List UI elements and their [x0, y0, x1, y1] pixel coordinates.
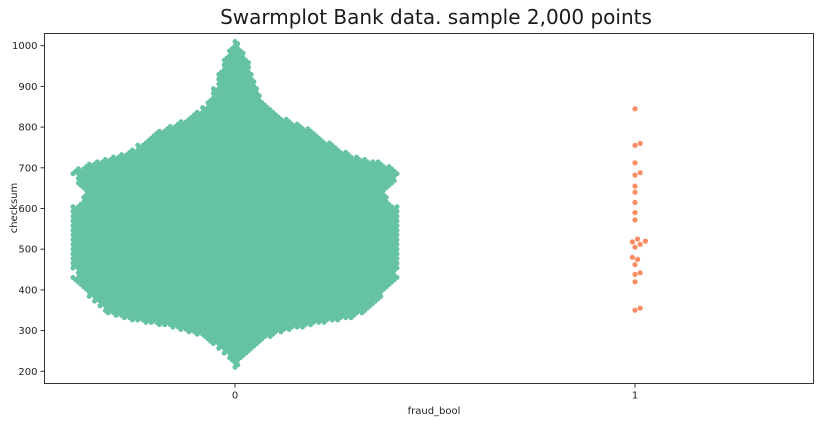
data-point [642, 238, 649, 244]
y-axis: 200 300 400 500 600 700 800 900 1000 [12, 41, 45, 378]
data-point [637, 241, 643, 247]
data-point [294, 121, 300, 127]
data-point [394, 204, 400, 210]
data-point [635, 256, 641, 262]
y-tick-label: 600 [18, 204, 37, 215]
y-axis-label: checksum [9, 183, 20, 234]
y-tick-label: 200 [18, 367, 37, 378]
data-point [632, 217, 638, 223]
data-point [135, 142, 141, 148]
data-point [194, 109, 200, 115]
data-point [375, 159, 381, 165]
data-point [167, 124, 173, 129]
y-tick-label: 500 [18, 245, 37, 256]
swarm-fraud-0 [70, 39, 400, 370]
data-point [210, 86, 216, 92]
data-point [156, 128, 162, 134]
data-point [200, 105, 206, 111]
swarm-fraud-1 [629, 106, 649, 313]
data-point [632, 307, 638, 313]
x-axis-label: fraud_bool [408, 406, 461, 417]
data-point [111, 154, 116, 160]
data-point [354, 154, 359, 160]
data-point [86, 161, 92, 167]
data-point [305, 126, 311, 132]
data-point [129, 147, 135, 153]
x-tick-label: 1 [632, 391, 638, 402]
data-point [232, 39, 238, 44]
y-tick-label: 900 [18, 82, 37, 93]
data-point [119, 152, 125, 158]
data-point [637, 305, 643, 311]
data-point [632, 279, 638, 285]
y-tick-label: 1000 [12, 41, 37, 52]
data-point [70, 204, 76, 210]
y-tick-label: 300 [18, 326, 37, 337]
data-point [75, 166, 81, 172]
data-point [386, 164, 392, 170]
data-point [629, 254, 636, 260]
chart-title: Swarmplot Bank data. sample 2,000 points [220, 5, 652, 29]
data-point [283, 116, 289, 122]
data-point [637, 270, 643, 276]
y-tick-label: 400 [18, 285, 37, 296]
data-point [632, 271, 638, 277]
data-point [370, 159, 376, 165]
data-point [102, 157, 108, 162]
data-point [629, 239, 636, 245]
data-point [343, 149, 349, 155]
y-tick-label: 800 [18, 123, 37, 134]
data-point [362, 157, 368, 162]
data-point [70, 275, 76, 280]
data-point [94, 159, 100, 165]
data-point [632, 244, 638, 250]
y-tick-label: 700 [18, 163, 37, 174]
data-point [635, 236, 641, 242]
data-point [327, 140, 332, 146]
data-point [632, 262, 638, 268]
x-tick-label: 0 [232, 391, 238, 402]
data-point [178, 119, 184, 125]
